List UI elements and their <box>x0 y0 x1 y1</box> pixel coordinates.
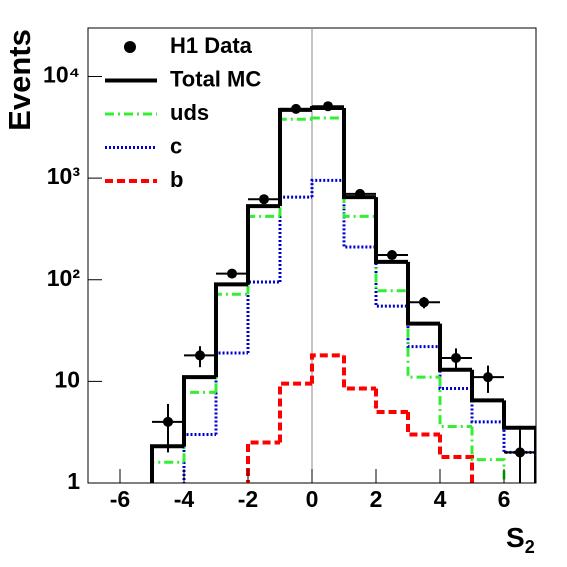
histogram-bin <box>342 355 376 391</box>
data-point <box>163 416 173 427</box>
histogram-bin <box>278 195 312 283</box>
histogram-bin <box>150 444 184 483</box>
histogram-bin <box>342 118 376 218</box>
x-tick-label: 2 <box>370 486 383 512</box>
x-tick-label: -2 <box>238 486 258 512</box>
histogram-bin <box>406 306 440 349</box>
histogram-bin <box>278 107 312 207</box>
histogram-bin <box>438 377 472 428</box>
histogram-bin <box>182 375 216 447</box>
histogram-bin <box>278 117 312 217</box>
y-tick-label: 10² <box>47 265 81 291</box>
histogram-bin <box>502 400 536 483</box>
legend-label: uds <box>170 100 209 125</box>
histogram-bin <box>374 197 408 264</box>
histogram-bin <box>374 246 408 308</box>
histogram-bin <box>246 204 280 285</box>
y-tick-label: 1 <box>67 468 80 494</box>
data-point <box>419 297 429 308</box>
histogram-bin <box>278 381 312 443</box>
data-point <box>515 447 525 458</box>
x-axis-label-main: S <box>506 522 525 553</box>
histogram-bin <box>182 433 216 483</box>
data-point <box>387 250 397 261</box>
histogram-bin <box>214 351 248 435</box>
histogram-bin <box>246 440 280 483</box>
histogram-bin <box>406 261 440 326</box>
data-point <box>323 101 333 112</box>
histogram-bin <box>470 426 506 483</box>
data-point <box>259 194 269 205</box>
x-tick-label: 0 <box>306 486 319 512</box>
legend-label: b <box>170 167 183 192</box>
y-tick-label: 10³ <box>47 163 81 189</box>
data-point <box>355 188 365 199</box>
y-tick-label: 10 <box>54 366 80 392</box>
histogram-bin <box>246 280 280 354</box>
histogram-bin <box>374 388 408 414</box>
legend-marker <box>124 41 136 53</box>
plot-marks <box>150 101 536 483</box>
histogram-bin <box>406 411 440 437</box>
histogram-bin <box>246 214 280 295</box>
data-point <box>483 372 493 383</box>
legend-label: Total MC <box>170 66 261 91</box>
x-tick-label: 6 <box>498 486 511 512</box>
y-axis-label: Events <box>2 29 37 131</box>
histogram-bin <box>150 460 184 483</box>
x-tick-label: -6 <box>110 486 130 512</box>
histogram-bin <box>342 107 376 200</box>
legend-label: H1 Data <box>170 33 253 58</box>
data-point <box>291 103 301 114</box>
data-point <box>195 350 205 361</box>
data-point <box>451 352 461 363</box>
y-tick-label: 10⁴ <box>43 62 80 88</box>
x-tick-label: 4 <box>434 486 447 512</box>
histogram-bin <box>182 390 216 463</box>
histogram-bin <box>310 178 344 198</box>
histogram-bin <box>470 369 504 403</box>
x-tick-label: -4 <box>174 486 195 512</box>
data-point <box>227 268 237 279</box>
legend-label: c <box>170 133 182 158</box>
x-axis-label-sub: 2 <box>525 537 535 557</box>
histogram-bin <box>214 282 248 378</box>
x-axis-label: S2 <box>506 522 535 556</box>
histogram-bin <box>470 388 504 424</box>
histogram-bin <box>438 434 474 483</box>
histogram-bin <box>310 116 344 120</box>
histogram-bin <box>310 353 344 384</box>
histogram-bin <box>214 292 248 393</box>
histogram-bin <box>438 323 472 372</box>
